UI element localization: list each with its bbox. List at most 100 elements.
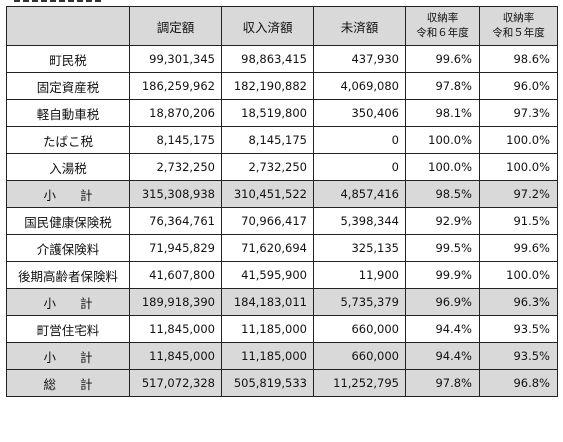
cell-assessed: 41,607,800 [129,261,222,289]
table-row-light-vehicle-tax: 軽自動車税 18,870,206 18,519,800 350,406 98.1… [6,99,558,127]
header-rate-current-line2: 令和６年度 [416,27,469,39]
cell-uncollected: 350,406 [313,99,406,127]
row-label: 固定資産税 [6,72,130,100]
header-rate-prev: 収納率 令和５年度 [479,6,558,46]
cell-collected: 70,966,417 [221,207,314,235]
table-row-municipal-housing-rent: 町営住宅料 11,845,000 11,185,000 660,000 94.4… [6,315,558,343]
cell-assessed: 2,732,250 [129,153,222,181]
row-label: 国民健康保険税 [6,207,130,235]
cell-rate-prev: 100.0% [479,153,558,181]
cell-assessed: 76,364,761 [129,207,222,235]
cell-assessed: 11,845,000 [129,342,222,370]
cell-collected: 71,620,694 [221,234,314,262]
cell-assessed: 71,945,829 [129,234,222,262]
header-rate-current-line1: 収納率 [426,12,459,24]
cell-collected: 41,595,900 [221,261,314,289]
cell-rate-current: 92.9% [405,207,480,235]
cropped-title-fragment [14,0,104,3]
cell-uncollected: 11,900 [313,261,406,289]
cell-assessed: 189,918,390 [129,288,222,316]
cell-rate-current: 100.0% [405,126,480,154]
cell-rate-prev: 100.0% [479,126,558,154]
cell-assessed: 18,870,206 [129,99,222,127]
table-row-town-tax: 町民税 99,301,345 98,863,415 437,930 99.6% … [6,45,558,73]
header-rate-prev-line1: 収納率 [502,12,535,24]
table-row-subtotal: 小 計 11,845,000 11,185,000 660,000 94.4% … [6,342,558,370]
cell-rate-current: 98.1% [405,99,480,127]
cell-rate-prev: 97.3% [479,99,558,127]
row-label: 小 計 [6,288,130,316]
cell-collected: 2,732,250 [221,153,314,181]
cell-assessed: 517,072,328 [129,369,222,397]
cell-uncollected: 5,735,379 [313,288,406,316]
header-rate-current: 収納率 令和６年度 [405,6,480,46]
table-row-health-insurance-tax: 国民健康保険税 76,364,761 70,966,417 5,398,344 … [6,207,558,235]
cell-assessed: 186,259,962 [129,72,222,100]
row-label: 町営住宅料 [6,315,130,343]
cell-assessed: 11,845,000 [129,315,222,343]
cell-uncollected: 660,000 [313,315,406,343]
cell-rate-current: 96.9% [405,288,480,316]
cell-rate-prev: 93.5% [479,342,558,370]
cell-rate-current: 94.4% [405,315,480,343]
table-header-row: 調定額 収入済額 未済額 収納率 令和６年度 収納率 令和５年度 [6,6,558,46]
cell-uncollected: 437,930 [313,45,406,73]
header-blank-cell [6,6,130,46]
cell-collected: 505,819,533 [221,369,314,397]
cell-rate-prev: 91.5% [479,207,558,235]
cell-rate-current: 97.8% [405,369,480,397]
cell-rate-current: 94.4% [405,342,480,370]
row-label: 後期高齢者保険料 [6,261,130,289]
cell-rate-current: 97.8% [405,72,480,100]
cell-rate-current: 98.5% [405,180,480,208]
cell-assessed: 99,301,345 [129,45,222,73]
row-label: たばこ税 [6,126,130,154]
cell-rate-prev: 99.6% [479,234,558,262]
cell-collected: 310,451,522 [221,180,314,208]
cell-rate-current: 99.5% [405,234,480,262]
cell-uncollected: 11,252,795 [313,369,406,397]
cell-uncollected: 660,000 [313,342,406,370]
cell-rate-current: 99.9% [405,261,480,289]
cell-collected: 184,183,011 [221,288,314,316]
cell-rate-prev: 96.8% [479,369,558,397]
row-label: 小 計 [6,342,130,370]
header-rate-prev-line2: 令和５年度 [492,27,545,39]
row-label: 入湯税 [6,153,130,181]
row-label: 町民税 [6,45,130,73]
cell-rate-prev: 100.0% [479,261,558,289]
table-row-tobacco-tax: たばこ税 8,145,175 8,145,175 0 100.0% 100.0% [6,126,558,154]
cell-collected: 11,185,000 [221,315,314,343]
cell-rate-prev: 93.5% [479,315,558,343]
cell-collected: 98,863,415 [221,45,314,73]
cell-rate-current: 99.6% [405,45,480,73]
table-row-care-insurance: 介護保険料 71,945,829 71,620,694 325,135 99.5… [6,234,558,262]
cell-rate-current: 100.0% [405,153,480,181]
tax-collection-table: 調定額 収入済額 未済額 収納率 令和６年度 収納率 令和５年度 町民税 99,… [6,6,558,397]
cell-rate-prev: 96.0% [479,72,558,100]
cell-collected: 11,185,000 [221,342,314,370]
table-row-elderly-insurance: 後期高齢者保険料 41,607,800 41,595,900 11,900 99… [6,261,558,289]
cell-uncollected: 5,398,344 [313,207,406,235]
cell-rate-prev: 98.6% [479,45,558,73]
cell-collected: 8,145,175 [221,126,314,154]
header-assessed: 調定額 [129,6,222,46]
cell-uncollected: 0 [313,126,406,154]
cell-uncollected: 325,135 [313,234,406,262]
cell-rate-prev: 97.2% [479,180,558,208]
row-label: 総 計 [6,369,130,397]
header-collected: 収入済額 [221,6,314,46]
cell-uncollected: 4,069,080 [313,72,406,100]
cell-assessed: 8,145,175 [129,126,222,154]
row-label: 介護保険料 [6,234,130,262]
table-row-subtotal: 小 計 189,918,390 184,183,011 5,735,379 96… [6,288,558,316]
table-row-bathing-tax: 入湯税 2,732,250 2,732,250 0 100.0% 100.0% [6,153,558,181]
cell-collected: 182,190,882 [221,72,314,100]
table-row-grand-total: 総 計 517,072,328 505,819,533 11,252,795 9… [6,369,558,397]
cell-assessed: 315,308,938 [129,180,222,208]
table-row-property-tax: 固定資産税 186,259,962 182,190,882 4,069,080 … [6,72,558,100]
cell-uncollected: 4,857,416 [313,180,406,208]
table-row-subtotal: 小 計 315,308,938 310,451,522 4,857,416 98… [6,180,558,208]
cell-collected: 18,519,800 [221,99,314,127]
row-label: 軽自動車税 [6,99,130,127]
